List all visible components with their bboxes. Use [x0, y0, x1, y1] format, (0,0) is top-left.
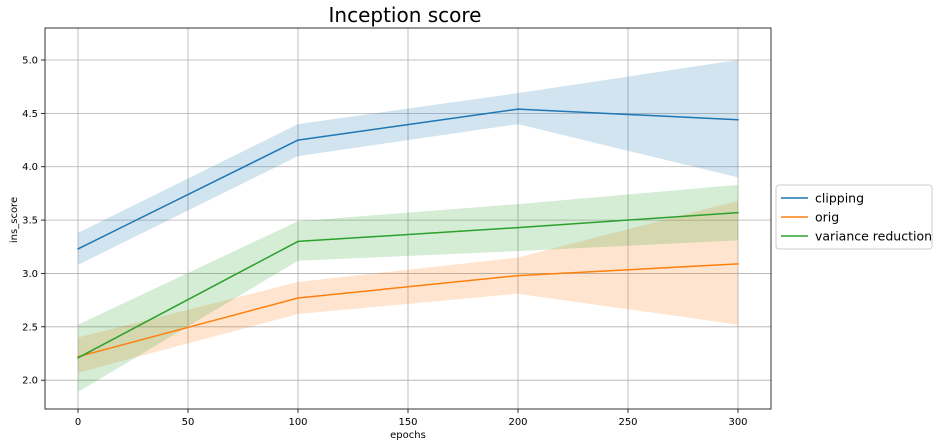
data-point — [737, 263, 739, 265]
data-point — [297, 297, 299, 299]
data-point — [517, 274, 519, 277]
x-tick-label: 100 — [288, 417, 307, 428]
x-tick-label: 250 — [618, 417, 637, 428]
x-tick-label: 200 — [508, 417, 527, 428]
y-tick-label: 4.5 — [22, 109, 38, 120]
y-tick-label: 3.5 — [22, 216, 38, 227]
series-line-1 — [77, 263, 739, 358]
data-point — [77, 248, 79, 250]
x-tick-label: 0 — [75, 417, 81, 428]
data-point — [737, 211, 739, 214]
x-tick-label: 50 — [182, 417, 195, 428]
legend: clipping orig variance reduction — [775, 184, 933, 250]
legend-box — [775, 184, 933, 250]
x-tick-label: 150 — [398, 417, 417, 428]
data-point — [517, 226, 519, 229]
legend-label-1: orig — [815, 210, 839, 225]
confidence-band-2 — [78, 184, 738, 392]
x-axis-label: epochs — [390, 430, 426, 441]
x-tick-label: 300 — [728, 417, 747, 428]
y-tick-label: 4.0 — [22, 162, 38, 173]
data-point — [77, 356, 79, 359]
chart-title: Inception score — [329, 3, 482, 27]
x-axis-ticks: 0 50 100 150 200 250 300 — [75, 409, 748, 428]
y-tick-label: 2.5 — [22, 322, 38, 333]
data-point — [297, 240, 299, 243]
grid-lines — [45, 28, 771, 409]
y-tick-label: 3.0 — [22, 269, 38, 280]
series-line-2 — [77, 211, 739, 359]
legend-label-2: variance reduction — [815, 229, 932, 244]
y-axis-ticks: 2.0 2.5 3.0 3.5 4.0 4.5 5.0 — [22, 56, 45, 387]
y-tick-label: 2.0 — [22, 376, 38, 387]
y-tick-label: 5.0 — [22, 56, 38, 67]
data-point — [517, 108, 519, 110]
series-line-0 — [77, 108, 739, 250]
data-point — [297, 139, 299, 141]
data-point — [737, 118, 739, 121]
series-lines — [77, 108, 739, 359]
legend-label-0: clipping — [815, 191, 864, 206]
y-axis-label: ins_score — [9, 197, 20, 243]
